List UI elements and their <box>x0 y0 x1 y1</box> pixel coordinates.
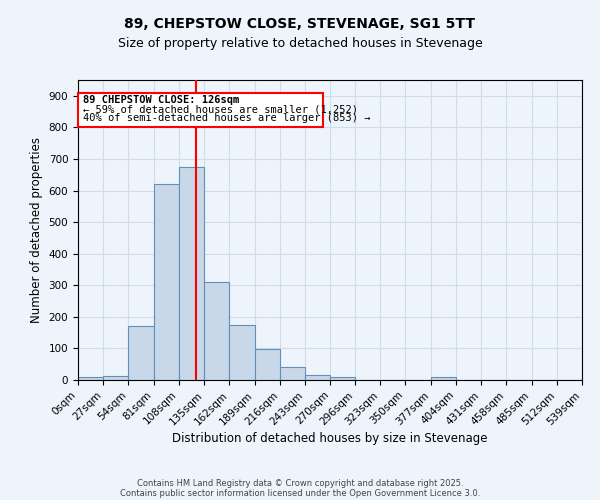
Bar <box>229 324 255 380</box>
Bar <box>305 376 331 380</box>
Bar <box>179 167 204 380</box>
Text: 89 CHEPSTOW CLOSE: 126sqm: 89 CHEPSTOW CLOSE: 126sqm <box>83 95 239 105</box>
FancyBboxPatch shape <box>78 92 323 128</box>
Text: 40% of semi-detached houses are larger (853) →: 40% of semi-detached houses are larger (… <box>83 113 370 123</box>
Bar <box>128 326 154 380</box>
Text: 89, CHEPSTOW CLOSE, STEVENAGE, SG1 5TT: 89, CHEPSTOW CLOSE, STEVENAGE, SG1 5TT <box>125 18 476 32</box>
Bar <box>280 368 305 380</box>
Bar <box>331 377 355 380</box>
Text: Contains public sector information licensed under the Open Government Licence 3.: Contains public sector information licen… <box>120 488 480 498</box>
Text: ← 59% of detached houses are smaller (1,252): ← 59% of detached houses are smaller (1,… <box>83 104 358 114</box>
Text: Contains HM Land Registry data © Crown copyright and database right 2025.: Contains HM Land Registry data © Crown c… <box>137 478 463 488</box>
Bar <box>255 349 280 380</box>
Bar <box>103 376 128 380</box>
Bar <box>431 378 456 380</box>
Text: Size of property relative to detached houses in Stevenage: Size of property relative to detached ho… <box>118 38 482 51</box>
Bar <box>78 378 103 380</box>
X-axis label: Distribution of detached houses by size in Stevenage: Distribution of detached houses by size … <box>172 432 488 445</box>
Bar <box>204 282 229 380</box>
Bar <box>154 184 179 380</box>
Y-axis label: Number of detached properties: Number of detached properties <box>30 137 43 323</box>
